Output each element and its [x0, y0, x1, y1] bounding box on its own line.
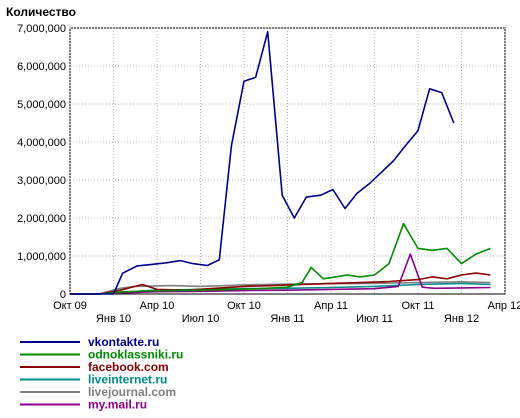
x-tick-label: Окт 11	[401, 300, 434, 312]
x-tick-label: Янв 11	[270, 313, 304, 325]
x-tick-label: Янв 10	[96, 313, 131, 325]
x-tick-label: Июл 11	[356, 313, 393, 325]
y-tick-label: 7,000,000	[17, 23, 66, 35]
grid-lines	[69, 27, 506, 294]
y-axis-ticks: 0 1,000,000 2,000,000 3,000,000 4,000,000 5,0…	[17, 23, 66, 301]
legend-label: livejournal.com	[88, 385, 176, 399]
x-tick-label: Апр 11	[314, 300, 348, 312]
y-tick-label: 5,000,000	[17, 99, 66, 111]
legend-label: vkontakte.ru	[88, 335, 159, 349]
x-tick-label: Апр 12	[488, 300, 520, 312]
x-tick-label: Янв 12	[444, 313, 479, 325]
y-tick-label: 6,000,000	[17, 61, 66, 73]
legend: vkontakte.ruodnoklassniki.rufacebook.com…	[20, 335, 183, 412]
x-tick-label: Окт 09	[53, 300, 87, 312]
y-tick-label: 1,000,000	[17, 251, 66, 263]
x-tick-label: Июл 10	[182, 313, 220, 325]
y-tick-label: 0	[60, 289, 66, 301]
legend-label: liveinternet.ru	[88, 373, 167, 387]
y-tick-label: 3,000,000	[17, 175, 66, 187]
series-line-livejournal-com	[70, 280, 491, 295]
series-line-odnoklassniki-ru	[70, 222, 491, 295]
series-lines	[70, 30, 491, 295]
x-tick-label: Окт 10	[227, 300, 261, 312]
x-tick-label: Апр 10	[140, 300, 175, 312]
x-axis-ticks: Окт 09 Янв 10 Апр 10 Июл 10 Окт 10 Янв 11 Апр …	[53, 300, 520, 325]
series-line-vkontakte-ru	[70, 30, 455, 295]
y-axis-title: Количество	[6, 5, 76, 19]
legend-label: odnoklassniki.ru	[88, 348, 183, 362]
legend-label: my.mail.ru	[88, 398, 147, 412]
y-tick-label: 2,000,000	[17, 213, 66, 225]
legend-label: facebook.com	[88, 360, 169, 374]
series-line-facebook-com	[70, 272, 491, 295]
y-tick-label: 4,000,000	[17, 137, 66, 149]
series-line-my-mail-ru	[70, 253, 491, 295]
